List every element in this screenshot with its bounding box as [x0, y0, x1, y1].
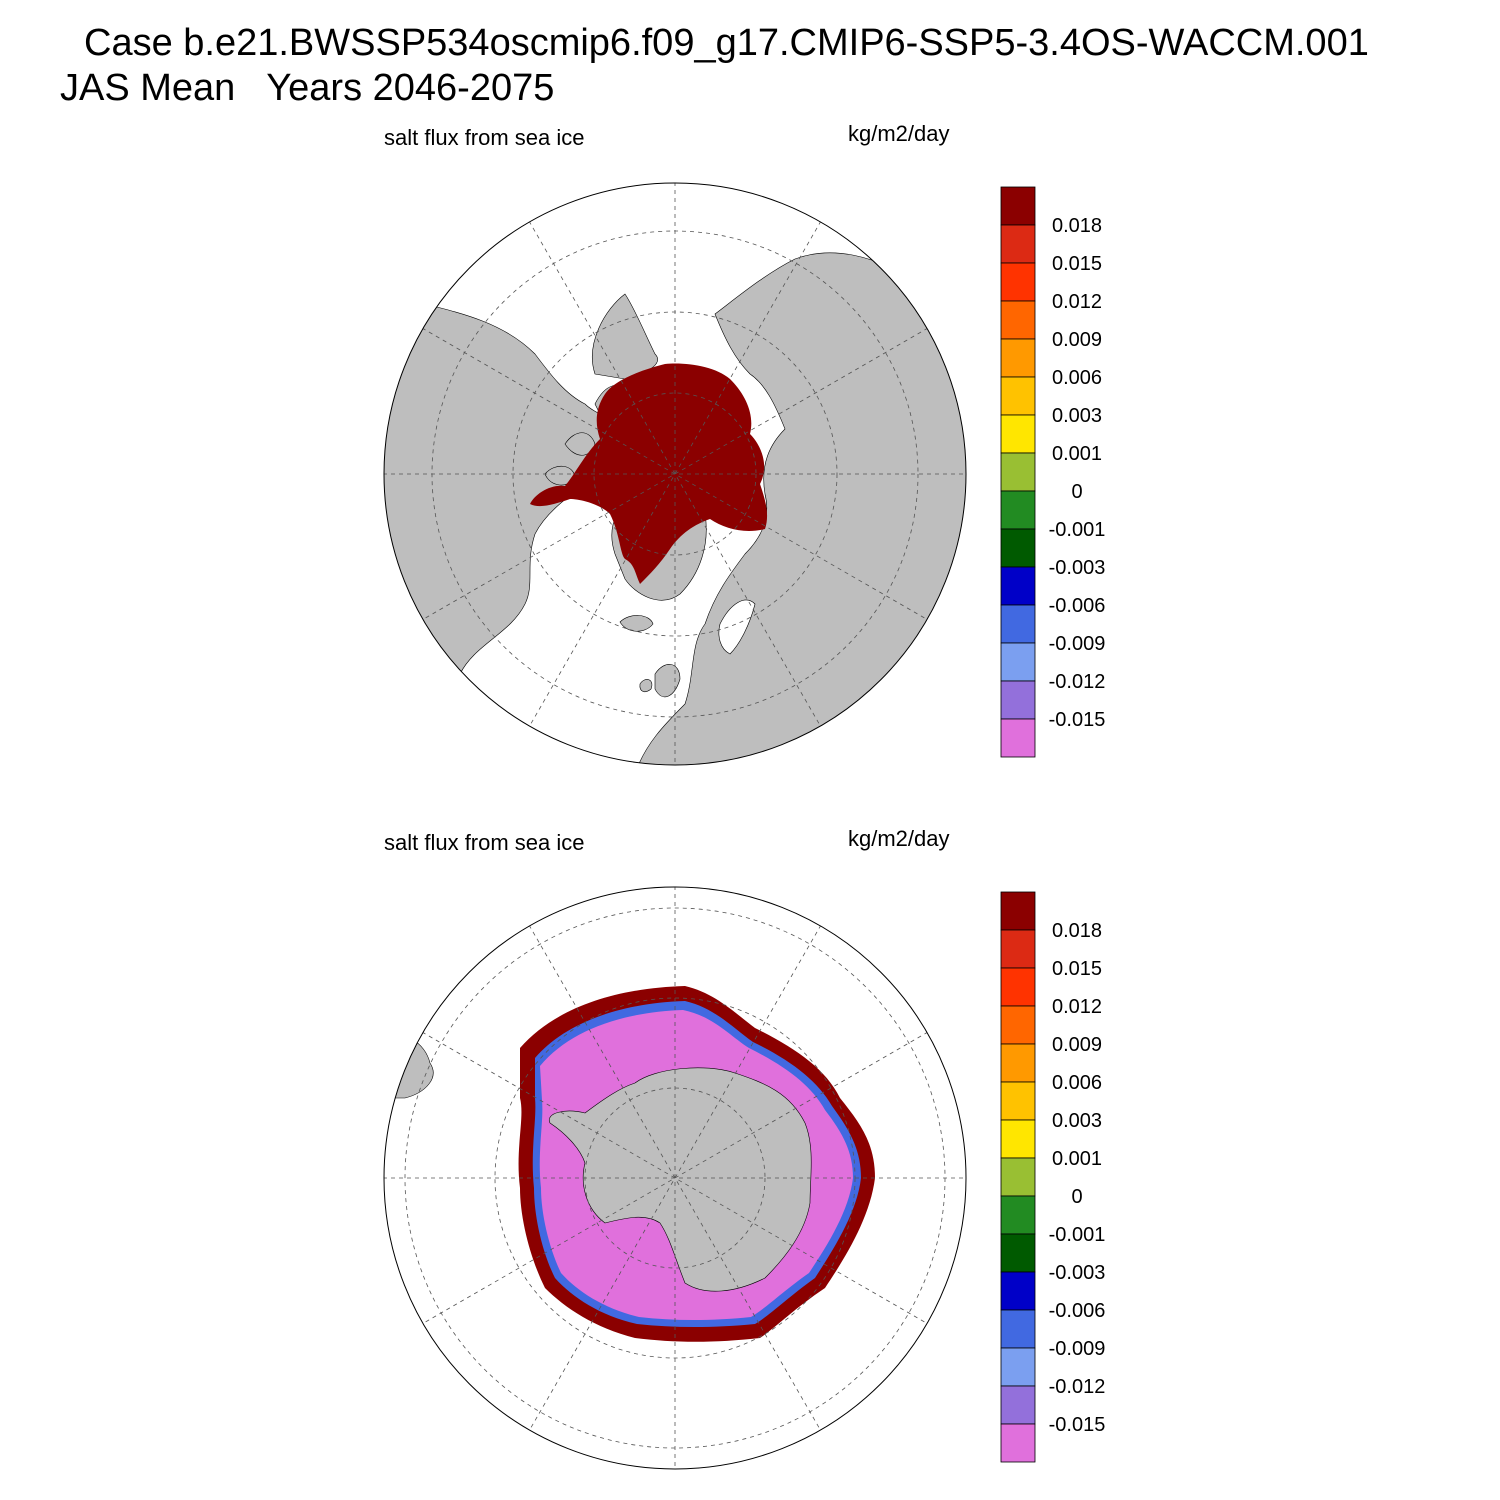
panel-2-colorbar-swatch — [1000, 967, 1036, 1007]
panel-2-colorbar-swatch — [1000, 1423, 1036, 1463]
panel-1-colorbar-tick-label: -0.009 — [1049, 633, 1106, 655]
panel-2-colorbar-tick-label: 0.001 — [1052, 1148, 1102, 1170]
panel-1-colorbar-swatch — [1000, 452, 1036, 492]
panel-1-colorbar-swatch — [1000, 566, 1036, 606]
panel-2-colorbar-swatch — [1000, 1081, 1036, 1121]
panel-1-colorbar-tick-label: 0.001 — [1052, 443, 1102, 465]
panel-2-colorbar-swatch — [1000, 891, 1036, 931]
panel-1-colorbar-swatch — [1000, 718, 1036, 758]
antarctica-landmass — [548, 1067, 812, 1292]
panel-2-colorbar-swatch — [1000, 1195, 1036, 1235]
panel-2-colorbar-swatch — [1000, 1385, 1036, 1425]
panel-1-colorbar-swatch — [1000, 604, 1036, 644]
panel-1-colorbar-tick-label: -0.012 — [1049, 671, 1106, 693]
panel-2-colorbar-tick-label: 0 — [1071, 1186, 1082, 1208]
panel-2-colorbar-tick-label: 0.015 — [1052, 958, 1102, 980]
panel-2-colorbar-swatch — [1000, 929, 1036, 969]
panel-1-colorbar-swatch — [1000, 490, 1036, 530]
panel-1-colorbar-tick-label: 0.009 — [1052, 329, 1102, 351]
panel-2-colorbar-tick-label: -0.006 — [1049, 1300, 1106, 1322]
panel-1-colorbar-tick-label: 0.018 — [1052, 215, 1102, 237]
panel-2-colorbar-tick-label: 0.009 — [1052, 1034, 1102, 1056]
north-graticule — [384, 183, 966, 765]
panel-2-colorbar-swatch — [1000, 1157, 1036, 1197]
panel-2-colorbar-swatch — [1000, 1271, 1036, 1311]
panel-2-colorbar-tick-label: 0.012 — [1052, 996, 1102, 1018]
panel-1-colorbar: 0.018 0.015 0.012 0.009 0.006 0.003 0.001 0 -0.0… — [1000, 186, 1106, 758]
iceland-landmass — [619, 615, 654, 632]
panel-2-colorbar-tick-label: -0.015 — [1049, 1414, 1106, 1436]
south-graticule — [384, 887, 966, 1469]
north-polar-map — [383, 182, 967, 766]
panel-1-colorbar-tick-label: 0.003 — [1052, 405, 1102, 427]
figure-title-period: JAS Mean Years 2046-2075 — [60, 67, 555, 109]
figure-title-case: Case b.e21.BWSSP534oscmip6.f09_g17.CMIP6… — [84, 22, 1369, 64]
south-map-border — [383, 886, 967, 1470]
panel-1-colorbar-swatch — [1000, 300, 1036, 340]
panel-1-colorbar-tick-label: 0 — [1071, 481, 1082, 503]
north-map-border — [383, 182, 967, 766]
panel-1-colorbar-swatch — [1000, 414, 1036, 454]
panel-2-colorbar-swatch — [1000, 1233, 1036, 1273]
panel-1-colorbar-swatch — [1000, 528, 1036, 568]
panel-2-colorbar-swatch — [1000, 1005, 1036, 1045]
panel-1-colorbar-swatch — [1000, 224, 1036, 264]
panel-1-colorbar-tick-label: 0.012 — [1052, 291, 1102, 313]
panel-2-colorbar: 0.018 0.015 0.012 0.009 0.006 0.003 0.001 0 -0.0… — [1000, 891, 1106, 1463]
baltic-sea — [718, 599, 756, 655]
panel-1-colorbar-swatch — [1000, 680, 1036, 720]
panel-2-colorbar-swatch — [1000, 1043, 1036, 1083]
panel-1-colorbar-tick-label: 0.006 — [1052, 367, 1102, 389]
panel-2-colorbar-tick-label: 0.018 — [1052, 920, 1102, 942]
panel-2-colorbar-swatch — [1000, 1119, 1036, 1159]
panel-2-variable-label: salt flux from sea ice — [384, 830, 585, 855]
panel-1-colorbar-tick-label: -0.001 — [1049, 519, 1106, 541]
panel-1-colorbar-swatch — [1000, 262, 1036, 302]
panel-1-colorbar-tick-label: -0.003 — [1049, 557, 1106, 579]
panel-1-colorbar-swatch — [1000, 338, 1036, 378]
south-polar-map — [383, 886, 967, 1470]
panel-1-colorbar-swatch — [1000, 186, 1036, 226]
british-isles — [639, 664, 681, 698]
panel-1-colorbar-tick-label: 0.015 — [1052, 253, 1102, 275]
panel-2-colorbar-tick-label: -0.012 — [1049, 1376, 1106, 1398]
panel-1-colorbar-swatch — [1000, 642, 1036, 682]
panel-1-colorbar-tick-label: -0.015 — [1049, 709, 1106, 731]
panel-2-colorbar-tick-label: -0.009 — [1049, 1338, 1106, 1360]
panel-1-variable-label: salt flux from sea ice — [384, 125, 585, 150]
panel-1-colorbar-swatch — [1000, 376, 1036, 416]
panel-2-colorbar-tick-label: 0.006 — [1052, 1072, 1102, 1094]
panel-2-colorbar-swatch — [1000, 1347, 1036, 1387]
panel-2-units-label: kg/m2/day — [848, 826, 950, 851]
panel-2-colorbar-tick-label: -0.003 — [1049, 1262, 1106, 1284]
eurasia-landmass — [634, 252, 966, 765]
panel-2-colorbar-swatch — [1000, 1309, 1036, 1349]
panel-1-units-label: kg/m2/day — [848, 121, 950, 146]
panel-1-colorbar-tick-label: -0.006 — [1049, 595, 1106, 617]
panel-2-colorbar-tick-label: -0.001 — [1049, 1224, 1106, 1246]
panel-2-colorbar-tick-label: 0.003 — [1052, 1110, 1102, 1132]
